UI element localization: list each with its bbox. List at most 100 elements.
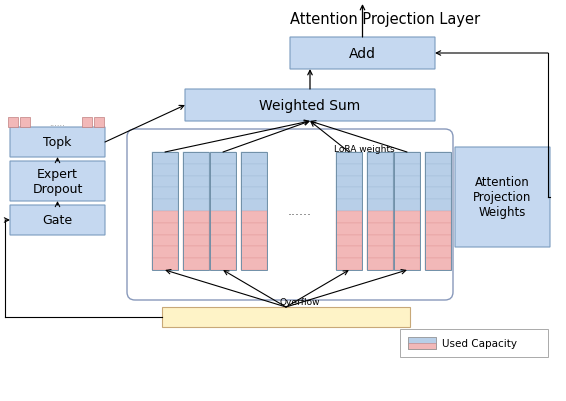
FancyBboxPatch shape: [185, 90, 435, 122]
Text: Add: Add: [349, 47, 376, 61]
Bar: [210, 153, 236, 270]
Bar: [336, 188, 362, 200]
Bar: [241, 235, 267, 247]
Bar: [394, 235, 420, 247]
Bar: [210, 176, 236, 188]
Bar: [152, 259, 178, 270]
Bar: [367, 164, 393, 176]
Bar: [425, 176, 451, 188]
Bar: [210, 211, 236, 223]
Bar: [241, 164, 267, 176]
Bar: [336, 211, 362, 223]
Bar: [425, 200, 451, 211]
Bar: [425, 153, 451, 270]
FancyBboxPatch shape: [127, 130, 453, 300]
Text: Used Capacity: Used Capacity: [442, 338, 517, 348]
Bar: [367, 188, 393, 200]
Bar: [183, 153, 209, 270]
Bar: [336, 153, 362, 164]
Bar: [183, 188, 209, 200]
Bar: [183, 164, 209, 176]
Bar: [152, 153, 178, 270]
Bar: [408, 337, 436, 349]
Text: Attention
Projection
Weights: Attention Projection Weights: [473, 176, 531, 219]
FancyBboxPatch shape: [455, 148, 550, 247]
Bar: [210, 200, 236, 211]
Bar: [336, 164, 362, 176]
Bar: [152, 164, 178, 176]
Bar: [425, 235, 451, 247]
Bar: [367, 153, 393, 270]
Bar: [183, 200, 209, 211]
Bar: [241, 153, 267, 164]
Bar: [162, 307, 410, 327]
Text: Gate: Gate: [42, 214, 72, 227]
Bar: [82, 118, 92, 128]
Bar: [152, 153, 178, 164]
Bar: [241, 188, 267, 200]
Bar: [210, 188, 236, 200]
Text: Expert
Dropout: Expert Dropout: [32, 168, 83, 196]
Bar: [152, 188, 178, 200]
Bar: [367, 200, 393, 211]
Bar: [394, 211, 420, 223]
FancyBboxPatch shape: [290, 38, 435, 70]
Bar: [183, 223, 209, 235]
Bar: [183, 247, 209, 259]
Text: LoRA weights: LoRA weights: [335, 145, 395, 154]
Bar: [367, 235, 393, 247]
Text: ......: ......: [288, 205, 312, 218]
Bar: [210, 164, 236, 176]
Bar: [425, 259, 451, 270]
Bar: [394, 153, 420, 164]
Bar: [367, 223, 393, 235]
Bar: [425, 223, 451, 235]
Bar: [210, 153, 236, 164]
Bar: [408, 337, 436, 343]
Bar: [152, 200, 178, 211]
Bar: [367, 259, 393, 270]
Bar: [336, 200, 362, 211]
Bar: [241, 223, 267, 235]
Bar: [210, 235, 236, 247]
Bar: [94, 118, 104, 128]
Bar: [336, 223, 362, 235]
Bar: [183, 235, 209, 247]
Bar: [241, 200, 267, 211]
Bar: [152, 247, 178, 259]
Bar: [183, 153, 209, 164]
Bar: [152, 235, 178, 247]
Bar: [336, 176, 362, 188]
Bar: [367, 176, 393, 188]
Bar: [183, 259, 209, 270]
Bar: [183, 211, 209, 223]
Bar: [394, 188, 420, 200]
Bar: [336, 153, 362, 270]
Bar: [210, 259, 236, 270]
FancyBboxPatch shape: [10, 205, 105, 235]
Bar: [425, 164, 451, 176]
Bar: [20, 118, 30, 128]
Bar: [367, 247, 393, 259]
Bar: [241, 153, 267, 270]
Bar: [241, 247, 267, 259]
Bar: [425, 188, 451, 200]
Text: Attention Projection Layer: Attention Projection Layer: [290, 12, 480, 27]
Bar: [152, 223, 178, 235]
Bar: [394, 247, 420, 259]
Bar: [241, 176, 267, 188]
Bar: [367, 211, 393, 223]
Bar: [425, 247, 451, 259]
Bar: [183, 176, 209, 188]
Text: ......: ......: [49, 118, 65, 127]
Bar: [394, 223, 420, 235]
Text: Overflow: Overflow: [280, 297, 320, 306]
Bar: [394, 259, 420, 270]
Bar: [425, 211, 451, 223]
Bar: [394, 164, 420, 176]
Bar: [8, 118, 18, 128]
Bar: [400, 329, 548, 357]
Bar: [336, 259, 362, 270]
Bar: [336, 235, 362, 247]
Bar: [152, 211, 178, 223]
